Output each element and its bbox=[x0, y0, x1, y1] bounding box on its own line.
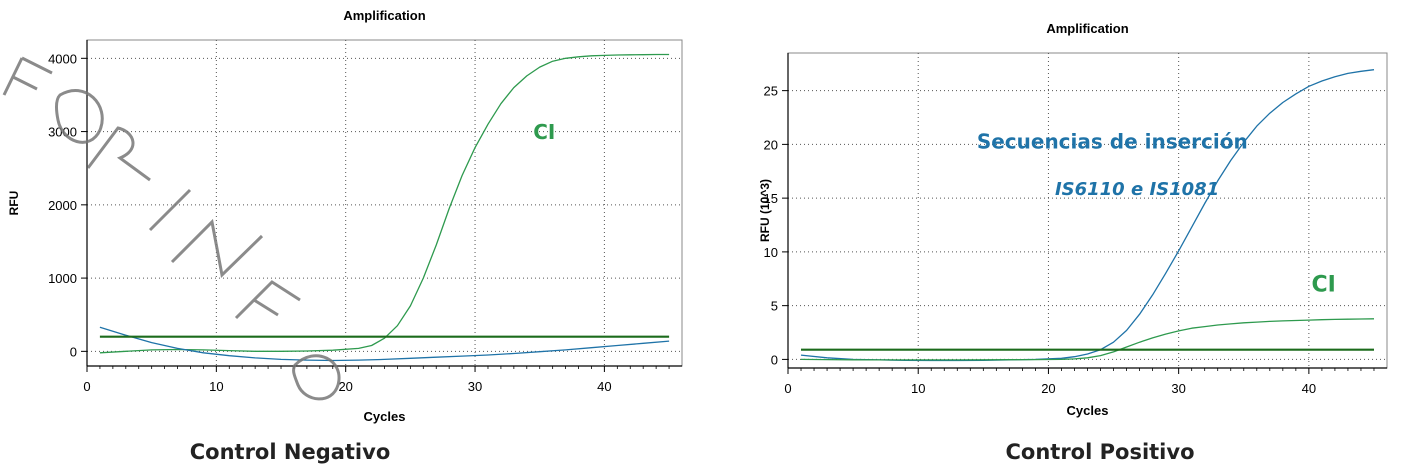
y-axis-label: RFU bbox=[7, 191, 21, 216]
x-tick-label: 10 bbox=[209, 379, 223, 394]
caption-control-negativo: Control Negativo bbox=[189, 440, 391, 464]
caption-control-positivo: Control Positivo bbox=[1005, 440, 1195, 464]
y-axis-label: RFU (10^3) bbox=[758, 179, 772, 242]
x-tick-label: 0 bbox=[784, 381, 791, 396]
y-tick-label: 2000 bbox=[48, 198, 77, 213]
x-tick-label: 0 bbox=[83, 379, 90, 394]
chart-title: Amplification bbox=[343, 8, 425, 23]
watermark-letter-f2 bbox=[234, 280, 301, 320]
x-tick-label: 40 bbox=[597, 379, 611, 394]
watermark-letter-r bbox=[86, 126, 151, 182]
plot-area bbox=[86, 39, 683, 367]
y-tick-label: 0 bbox=[70, 344, 77, 359]
annotation-2: CI bbox=[1311, 273, 1335, 298]
x-tick-label: 20 bbox=[1041, 381, 1055, 396]
annotation-0: Secuencias de inserción bbox=[977, 130, 1248, 154]
y-tick-label: 20 bbox=[764, 137, 778, 152]
y-tick-label: 15 bbox=[764, 191, 778, 206]
y-tick-label: 25 bbox=[764, 84, 778, 99]
y-tick-label: 0 bbox=[771, 352, 778, 367]
x-axis-label: Cycles bbox=[1067, 403, 1109, 418]
x-tick-label: 10 bbox=[911, 381, 925, 396]
annotation-1: IS6110 e IS1081 bbox=[1055, 179, 1219, 200]
x-tick-label: 20 bbox=[338, 379, 352, 394]
right-chart: 0 10 20 30 40 0 5 10 15 20 25 Amplification Cycles RF… bbox=[758, 21, 1388, 418]
watermark bbox=[2, 56, 341, 401]
x-tick-label: 40 bbox=[1302, 381, 1316, 396]
x-axis-label: Cycles bbox=[364, 409, 406, 424]
y-tick-label: 5 bbox=[771, 299, 778, 314]
watermark-letter-n bbox=[170, 218, 264, 279]
watermark-letter-o bbox=[55, 88, 104, 144]
plot-area bbox=[787, 52, 1388, 369]
series-line-1 bbox=[99, 326, 670, 362]
x-tick-label: 30 bbox=[468, 379, 482, 394]
watermark-letter-o2 bbox=[292, 354, 341, 401]
y-tick-label: 1000 bbox=[48, 271, 77, 286]
watermark-letter-i bbox=[148, 188, 192, 232]
x-tick-label: 30 bbox=[1171, 381, 1185, 396]
series-line-0 bbox=[99, 53, 670, 354]
y-tick-label: 4000 bbox=[48, 51, 77, 66]
watermark-letter-f bbox=[2, 56, 53, 96]
chart-title: Amplification bbox=[1046, 21, 1128, 36]
left-chart: 0 10 20 30 4001000200030004000AmplificationC… bbox=[7, 8, 683, 424]
y-tick-label: 10 bbox=[764, 245, 778, 260]
annotation-0: CI bbox=[533, 120, 555, 144]
series-line-1 bbox=[800, 318, 1375, 361]
